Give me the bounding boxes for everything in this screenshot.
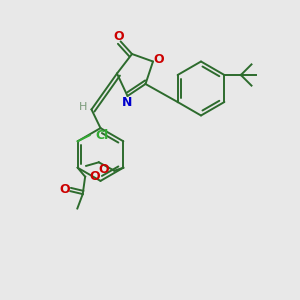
Text: O: O [98, 163, 109, 176]
Text: Cl: Cl [96, 129, 109, 142]
Text: H: H [79, 101, 87, 112]
Text: O: O [153, 52, 164, 66]
Text: O: O [113, 29, 124, 43]
Text: O: O [59, 183, 70, 196]
Text: N: N [122, 96, 132, 109]
Text: O: O [90, 169, 100, 183]
